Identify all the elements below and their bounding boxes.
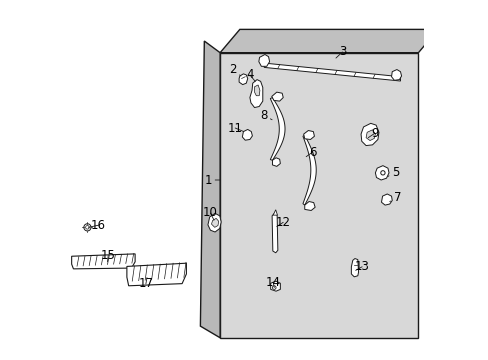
Circle shape	[380, 171, 384, 175]
Text: 10: 10	[203, 207, 218, 220]
Text: 8: 8	[260, 109, 271, 122]
Polygon shape	[381, 194, 391, 205]
Text: 7: 7	[389, 192, 400, 204]
Polygon shape	[220, 53, 418, 338]
Text: 2: 2	[229, 63, 241, 76]
Polygon shape	[360, 123, 378, 145]
Text: 16: 16	[88, 219, 106, 232]
Polygon shape	[391, 69, 401, 80]
Circle shape	[85, 226, 89, 229]
Text: 17: 17	[138, 278, 153, 291]
Polygon shape	[273, 210, 277, 215]
Text: 11: 11	[227, 122, 244, 135]
Polygon shape	[254, 85, 260, 96]
Text: 15: 15	[101, 249, 116, 262]
Polygon shape	[303, 135, 316, 205]
Polygon shape	[207, 213, 221, 232]
Polygon shape	[270, 281, 280, 291]
Polygon shape	[270, 98, 285, 160]
Text: 12: 12	[275, 216, 290, 229]
Text: 13: 13	[354, 260, 369, 273]
Polygon shape	[126, 263, 186, 286]
Text: 14: 14	[265, 276, 280, 289]
Polygon shape	[211, 219, 218, 227]
Polygon shape	[239, 74, 247, 85]
Polygon shape	[271, 92, 283, 101]
Text: 9: 9	[367, 127, 378, 140]
Polygon shape	[272, 158, 280, 166]
Polygon shape	[258, 54, 269, 66]
Circle shape	[272, 286, 276, 289]
Polygon shape	[375, 166, 388, 180]
Polygon shape	[351, 258, 358, 277]
Polygon shape	[242, 130, 252, 140]
Polygon shape	[304, 202, 314, 211]
Polygon shape	[72, 254, 135, 269]
Text: 4: 4	[245, 68, 255, 81]
Polygon shape	[264, 63, 400, 81]
Polygon shape	[220, 30, 437, 53]
Text: 3: 3	[335, 45, 346, 58]
Polygon shape	[249, 80, 262, 108]
Text: 5: 5	[387, 166, 398, 179]
Polygon shape	[366, 130, 375, 140]
Polygon shape	[303, 131, 314, 139]
Text: 1: 1	[204, 174, 220, 186]
Polygon shape	[200, 41, 220, 338]
Text: 6: 6	[305, 145, 316, 158]
Polygon shape	[271, 213, 277, 253]
Circle shape	[83, 224, 91, 231]
